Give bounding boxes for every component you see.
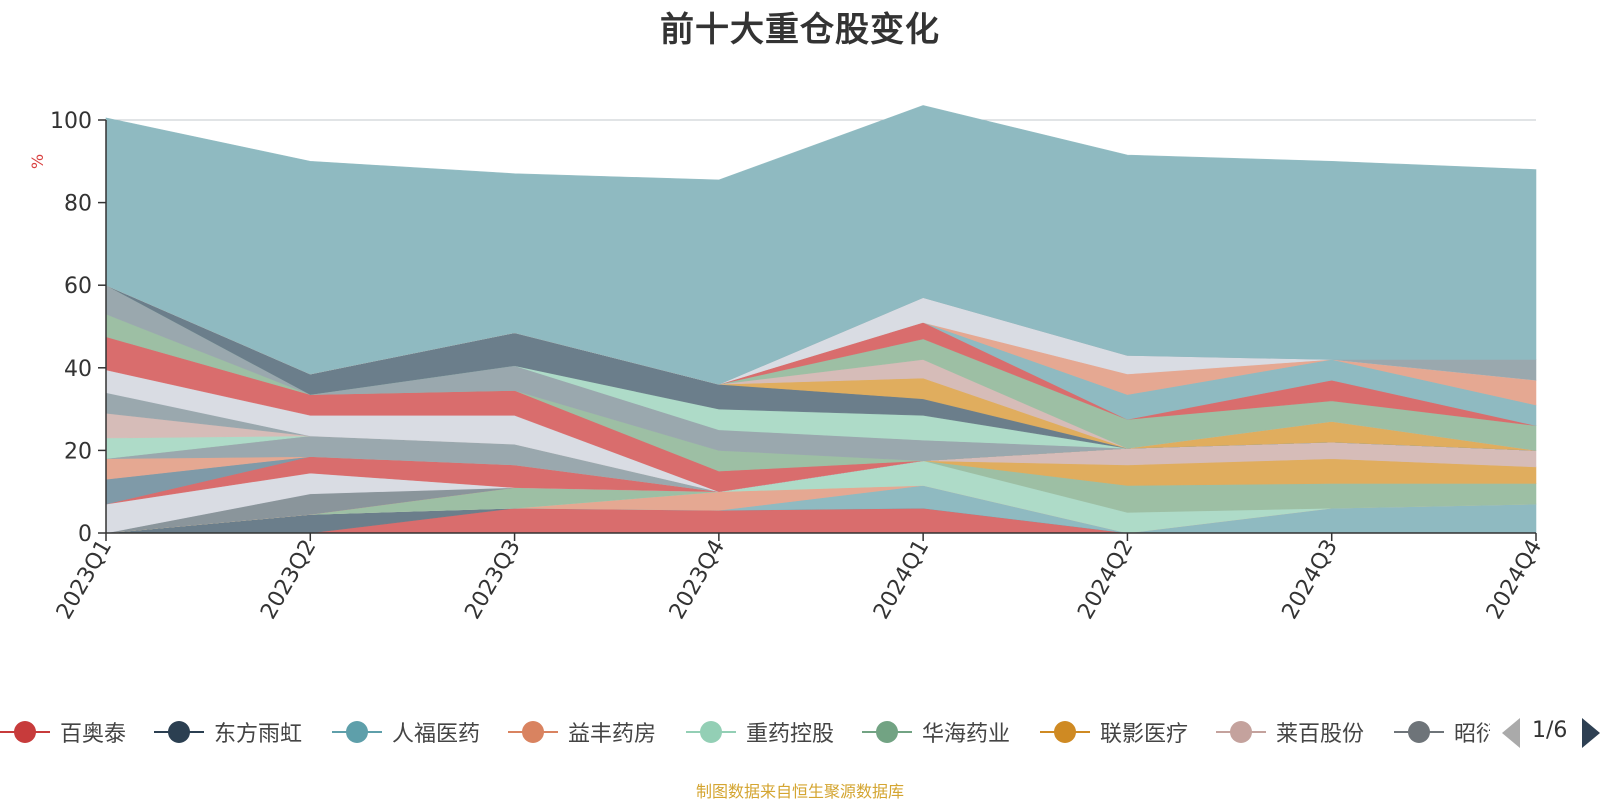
- legend-item[interactable]: 联影医疗: [1040, 712, 1188, 752]
- y-tick-label: 40: [64, 357, 92, 382]
- y-tick-label: 100: [50, 109, 92, 134]
- legend-item[interactable]: 昭衍新药: [1394, 712, 1490, 752]
- legend-label: 百奥泰: [60, 722, 127, 747]
- legend-label: 华海药业: [922, 722, 1011, 747]
- legend-marker-icon: [686, 712, 736, 752]
- stacked-areas: [105, 105, 1537, 534]
- legend-item[interactable]: 益丰药房: [508, 712, 656, 752]
- x-tick-label: 2024Q3: [1278, 536, 1343, 624]
- legend-label: 人福医药: [392, 722, 481, 747]
- y-tick-label: 20: [64, 439, 92, 464]
- legend-marker-icon: [1216, 712, 1266, 752]
- legend-label: 东方雨虹: [214, 722, 303, 747]
- data-source-note: 制图数据来自恒生聚源数据库: [695, 782, 904, 801]
- x-tick-label: 2023Q1: [52, 536, 117, 624]
- x-tick-label: 2024Q1: [869, 536, 934, 624]
- legend-label: 莱百股份: [1276, 722, 1365, 747]
- legend-item[interactable]: 百奥泰: [0, 712, 126, 752]
- legend-marker-icon: [0, 712, 50, 752]
- legend-pager: 1/6: [1502, 716, 1600, 752]
- x-tick-label: 2023Q2: [256, 536, 321, 624]
- y-tick-label: 80: [64, 192, 92, 217]
- legend-next-page-icon[interactable]: [1582, 718, 1600, 748]
- legend-label: 昭衍新药: [1454, 722, 1490, 747]
- area-series-34[interactable]: [105, 105, 1537, 385]
- legend-label: 重药控股: [746, 722, 835, 747]
- x-tick-label: 2024Q4: [1482, 536, 1547, 624]
- legend-marker-icon: [862, 712, 912, 752]
- legend-marker-icon: [508, 712, 558, 752]
- x-tick-label: 2024Q2: [1073, 536, 1138, 624]
- legend-marker-icon: [1394, 712, 1444, 752]
- legend-marker-icon: [1040, 712, 1090, 752]
- legend-label: 联影医疗: [1100, 722, 1189, 747]
- legend-item[interactable]: 莱百股份: [1216, 712, 1364, 752]
- legend-item[interactable]: 人福医药: [332, 712, 480, 752]
- x-tick-label: 2023Q4: [665, 536, 730, 624]
- x-tick-label: 2023Q3: [460, 536, 525, 624]
- legend-item[interactable]: 东方雨虹: [154, 712, 302, 752]
- legend-marker-icon: [332, 712, 382, 752]
- y-tick-label: 0: [78, 522, 92, 547]
- legend-item[interactable]: 重药控股: [686, 712, 834, 752]
- legend-page-indicator: 1/6: [1532, 718, 1568, 743]
- y-tick-label: 60: [64, 274, 92, 299]
- legend-label: 益丰药房: [568, 722, 657, 747]
- legend: 百奥泰 东方雨虹 人福医药 益丰药房 重药控股 华海药业 联影医疗 莱百股份 昭衍新药: [0, 712, 1490, 752]
- legend-item[interactable]: 华海药业: [862, 712, 1010, 752]
- legend-marker-icon: [154, 712, 204, 752]
- legend-prev-page-icon[interactable]: [1502, 718, 1520, 748]
- chart-title: 前十大重仓股变化: [660, 10, 940, 50]
